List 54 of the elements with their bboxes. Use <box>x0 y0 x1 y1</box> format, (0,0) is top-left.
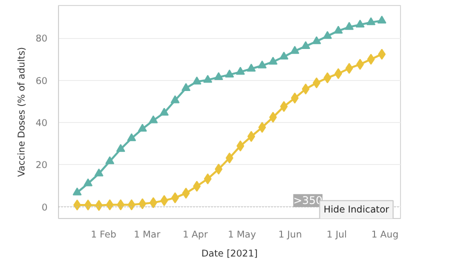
point <box>203 74 212 83</box>
point <box>377 16 386 24</box>
point <box>148 115 158 124</box>
point <box>247 130 256 142</box>
point <box>138 124 147 132</box>
y-tick-label: 80 <box>36 34 48 45</box>
point <box>344 22 354 30</box>
y-axis-title: Vaccine Doses (% of adults) <box>16 47 28 177</box>
x-tick-label: 1 Apr <box>182 230 208 240</box>
point <box>334 68 342 80</box>
point <box>290 92 299 104</box>
point <box>246 64 256 72</box>
point <box>334 26 343 34</box>
y-tick-label: 40 <box>36 118 48 130</box>
point <box>160 108 169 116</box>
point <box>214 72 224 80</box>
x-tick-label: 1 Feb <box>90 230 116 240</box>
point <box>312 36 322 44</box>
point <box>84 178 93 186</box>
point <box>72 187 82 196</box>
point <box>116 199 125 210</box>
point <box>356 20 365 28</box>
point <box>345 62 354 74</box>
point <box>192 76 202 84</box>
annotation: Hide Indicator <box>324 204 390 216</box>
point <box>105 156 114 164</box>
x-tick-label: 1 Jun <box>278 230 302 240</box>
x-axis-title: Date [2021] <box>201 248 258 260</box>
y-tick-label: 20 <box>36 160 48 172</box>
y-tick-label: 0 <box>42 202 48 214</box>
point <box>116 144 126 152</box>
point <box>366 17 376 26</box>
point <box>268 56 278 65</box>
x-tick-label: 1 Jul <box>326 230 347 240</box>
point <box>170 95 180 104</box>
point <box>94 168 104 176</box>
point <box>106 199 114 210</box>
point <box>279 52 288 60</box>
point <box>127 133 136 142</box>
x-tick-label: 1 May <box>228 230 257 240</box>
point <box>160 195 168 206</box>
point <box>301 41 310 50</box>
point <box>322 30 332 39</box>
x-tick-label: 1 Mar <box>134 230 161 240</box>
point <box>204 173 212 184</box>
y-tick-label: 60 <box>36 76 48 87</box>
point <box>302 84 310 95</box>
point <box>149 197 158 208</box>
point <box>225 70 234 78</box>
x-tick-label: 1 Aug <box>371 230 399 240</box>
point <box>236 66 245 75</box>
point <box>181 83 190 91</box>
point <box>258 60 267 68</box>
point <box>290 46 300 54</box>
